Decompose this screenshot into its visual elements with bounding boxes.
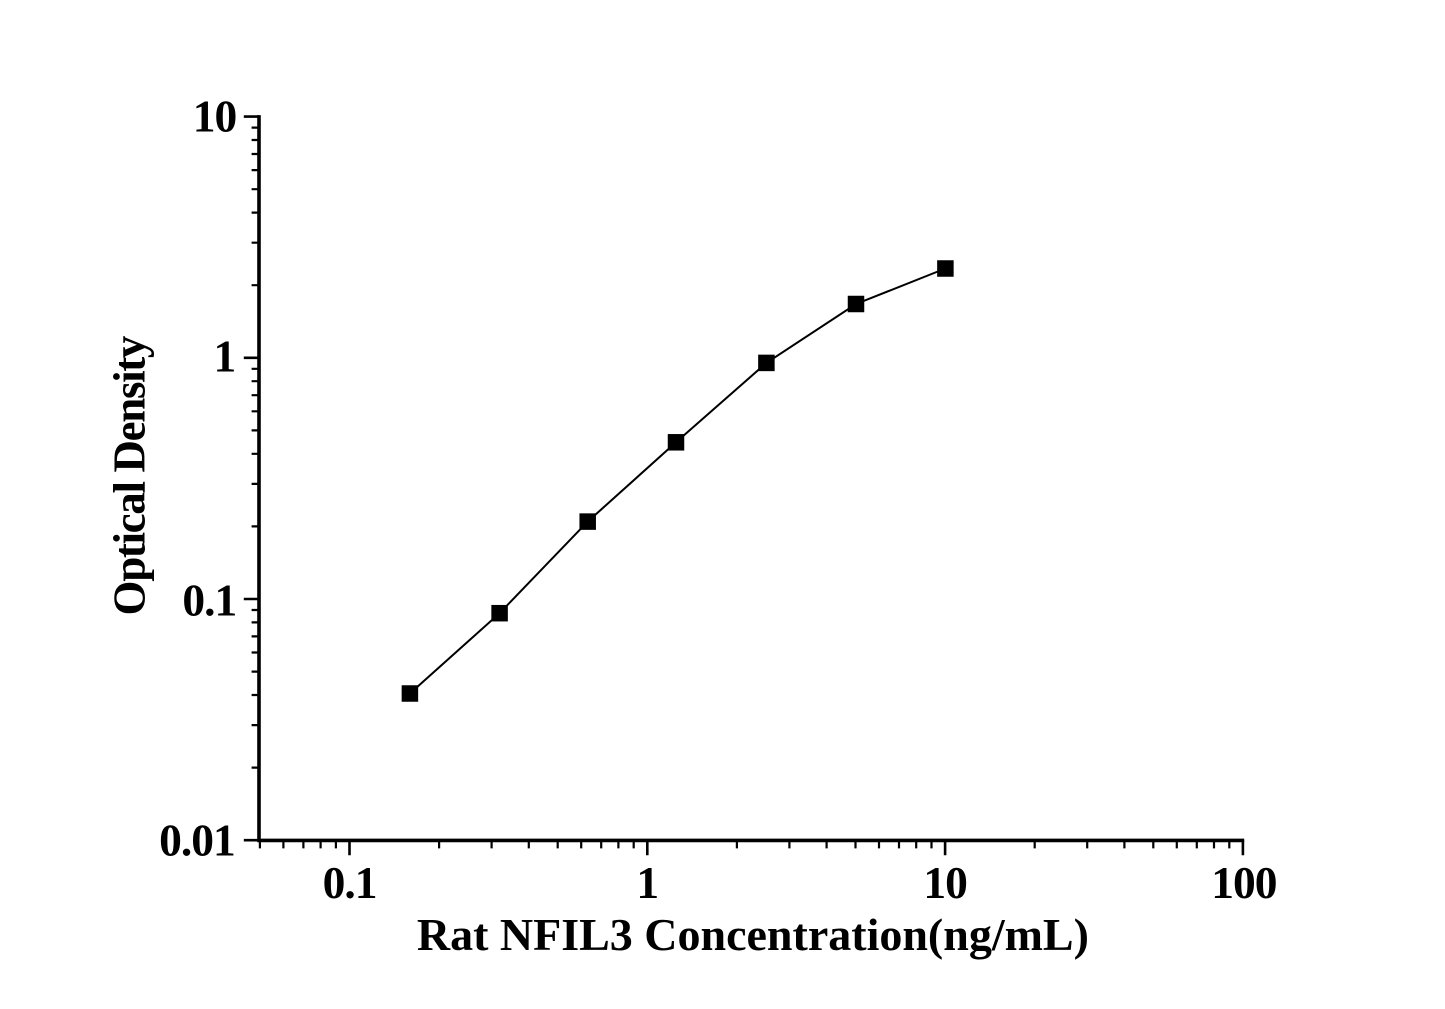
svg-text:1: 1: [636, 857, 658, 908]
svg-text:0.01: 0.01: [159, 814, 235, 865]
svg-text:0.1: 0.1: [182, 575, 236, 626]
svg-text:0.1: 0.1: [323, 857, 377, 908]
svg-text:10: 10: [193, 90, 237, 141]
svg-text:1: 1: [214, 331, 236, 382]
svg-text:100: 100: [1211, 857, 1277, 908]
svg-text:Optical Density: Optical Density: [104, 335, 154, 615]
svg-text:Rat NFIL3 Concentration(ng/mL): Rat NFIL3 Concentration(ng/mL): [417, 909, 1089, 960]
svg-text:10: 10: [923, 857, 967, 908]
